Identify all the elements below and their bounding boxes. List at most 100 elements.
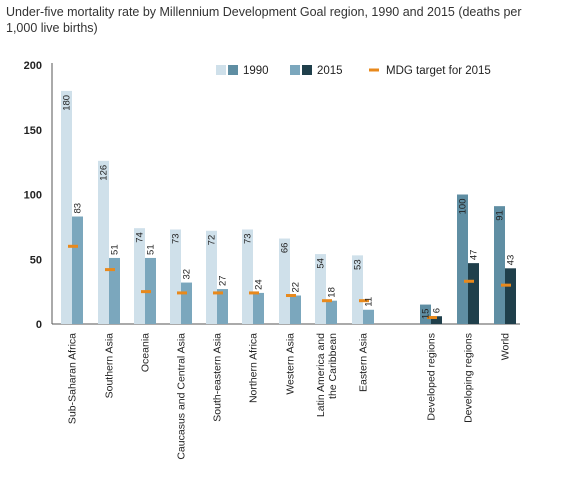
- data-label-2015: 27: [218, 275, 229, 286]
- legend-label-mdg-target: MDG target for 2015: [386, 65, 491, 77]
- category-label: Caucasus and Central Asia: [176, 333, 188, 460]
- bar-2015: [290, 295, 301, 324]
- data-label-1990: 54: [316, 258, 327, 269]
- legend-swatch-2015-regions: [290, 65, 300, 75]
- y-tick-label: 150: [24, 125, 42, 137]
- y-tick-label: 200: [24, 60, 42, 72]
- category-label-line: Developing regions: [463, 333, 475, 423]
- category-label: South-eastern Asia: [212, 333, 224, 422]
- category-label-line: the Caribbean: [327, 333, 339, 399]
- legend-swatch-mdg-target: [369, 68, 379, 72]
- legend-swatch-1990-regions: [216, 65, 226, 75]
- bar-1990: [242, 229, 253, 324]
- bar-2015: [217, 289, 228, 324]
- category-label: Oceania: [140, 333, 152, 372]
- data-label-2015: 6: [432, 308, 443, 313]
- data-label-2015: 18: [327, 287, 338, 298]
- data-label-2015: 43: [506, 255, 517, 266]
- category-label-line: Oceania: [140, 333, 152, 372]
- data-label-1990: 73: [171, 233, 182, 244]
- mdg-target-marker: [322, 299, 332, 303]
- data-label-1990: 73: [243, 233, 254, 244]
- bar-2015: [431, 316, 442, 324]
- category-label-line: Sub-Saharan Africa: [67, 333, 79, 424]
- bar-2015: [505, 268, 516, 324]
- bar-2015: [109, 257, 120, 324]
- legend-swatch-1990-aggregates: [228, 65, 238, 75]
- category-label: World: [500, 333, 512, 360]
- category-label-line: World: [500, 333, 512, 360]
- data-label-1990: 53: [353, 259, 364, 270]
- bar-2015: [326, 300, 337, 324]
- bar-2015: [468, 263, 479, 324]
- data-label-1990: 72: [207, 235, 218, 246]
- chart-bars: [61, 90, 516, 325]
- data-label-1990: 180: [62, 95, 73, 111]
- category-label: Eastern Asia: [358, 333, 370, 392]
- bar-1990: [170, 229, 181, 324]
- category-label: Latin America andthe Caribbean: [315, 333, 339, 417]
- bar-1990: [61, 90, 72, 325]
- data-label-2015: 47: [469, 250, 480, 261]
- bar-2015: [253, 292, 264, 324]
- data-label-1990: 91: [495, 210, 506, 221]
- legend-swatch-2015-aggregates: [302, 65, 312, 75]
- data-label-1990: 126: [99, 165, 110, 181]
- bar-2015: [363, 309, 374, 324]
- data-label-1990: 74: [135, 232, 146, 243]
- legend-label-2015: 2015: [317, 65, 343, 77]
- category-label: Northern Africa: [248, 333, 260, 403]
- category-label: Sub-Saharan Africa: [67, 333, 79, 424]
- mdg-target-marker: [359, 299, 369, 303]
- bar-2015: [181, 282, 192, 324]
- bar-1990: [279, 238, 290, 324]
- y-tick-label: 100: [24, 190, 42, 202]
- category-label-line: Northern Africa: [248, 333, 260, 403]
- data-label-2015: 22: [291, 282, 302, 293]
- mdg-target-marker: [105, 268, 115, 272]
- data-label-1990: 66: [280, 243, 291, 254]
- category-label: Developing regions: [463, 333, 475, 423]
- mdg-target-marker: [177, 291, 187, 295]
- y-tick-label: 50: [30, 254, 42, 266]
- category-label-line: Caucasus and Central Asia: [176, 333, 188, 460]
- data-label-1990: 100: [458, 199, 469, 215]
- data-label-2015: 32: [182, 269, 193, 280]
- bar-2015: [72, 216, 83, 324]
- mdg-target-marker: [141, 290, 151, 294]
- mdg-target-marker: [501, 283, 511, 287]
- category-label-line: South-eastern Asia: [212, 333, 224, 422]
- mdg-target-markers: [68, 244, 511, 320]
- data-label-2015: 83: [73, 203, 84, 214]
- legend-label-1990: 1990: [243, 65, 269, 77]
- category-label-line: Developed regions: [426, 333, 438, 421]
- data-label-2015: 11: [364, 297, 375, 307]
- category-label: Southern Asia: [104, 333, 116, 399]
- data-label-2015: 51: [146, 244, 157, 255]
- bar-1990: [315, 254, 326, 324]
- bar-1990: [98, 160, 109, 324]
- category-label-line: Eastern Asia: [358, 333, 370, 392]
- data-label-2015: 24: [254, 279, 265, 290]
- chart-legend: 1990 2015 MDG target for 2015: [216, 65, 491, 77]
- bar-1990: [420, 304, 431, 324]
- bar-1990: [457, 194, 468, 324]
- chart-title: Under-five mortality rate by Millennium …: [6, 5, 522, 35]
- data-label-2015: 51: [110, 244, 121, 255]
- mdg-target-marker: [464, 279, 474, 283]
- mdg-target-marker: [427, 316, 437, 320]
- mdg-target-marker: [213, 291, 223, 295]
- bar-1990: [206, 230, 217, 324]
- bar-1990: [494, 206, 505, 324]
- mdg-target-marker: [68, 244, 78, 248]
- y-tick-label: 0: [36, 319, 42, 331]
- category-label-line: Southern Asia: [104, 333, 116, 399]
- category-label-line: Western Asia: [285, 333, 297, 395]
- data-label-1990: 15: [421, 309, 432, 320]
- chart-data-labels: 1808312651745173327227732466225418531115…: [62, 95, 517, 319]
- bar-1990: [352, 255, 363, 324]
- category-labels: Sub-Saharan Africa Southern Asia Oceania Ca…: [67, 333, 512, 460]
- category-label: Developed regions: [426, 333, 438, 421]
- category-label-line: Latin America and: [315, 333, 327, 417]
